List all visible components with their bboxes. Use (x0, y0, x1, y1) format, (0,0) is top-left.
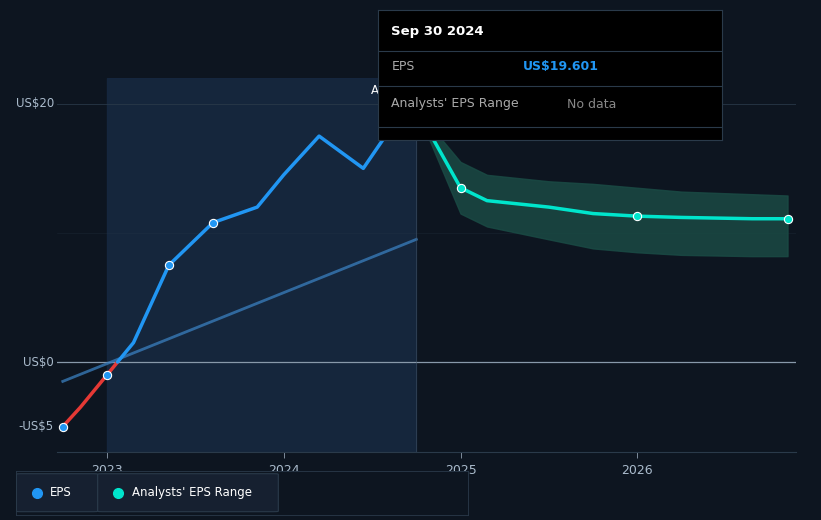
Bar (107, 78, 416, 452)
Text: US$19.601: US$19.601 (522, 60, 599, 73)
Text: -US$5: -US$5 (19, 420, 54, 433)
Text: Analysts' EPS Range: Analysts' EPS Range (131, 486, 251, 499)
Text: Analysts Forecasts: Analysts Forecasts (425, 84, 535, 97)
Point (163, 261, 176, 269)
Text: EPS: EPS (392, 60, 415, 73)
FancyBboxPatch shape (98, 474, 278, 512)
Point (206, 218, 219, 227)
Point (410, 105, 423, 113)
Text: Sep 30 2024: Sep 30 2024 (392, 24, 484, 38)
Text: Analysts' EPS Range: Analysts' EPS Range (392, 98, 519, 110)
Text: US$20: US$20 (16, 97, 54, 110)
Text: EPS: EPS (50, 486, 72, 499)
Point (410, 105, 423, 113)
Point (781, 215, 794, 223)
Text: US$0: US$0 (23, 356, 54, 369)
Point (56, 422, 69, 431)
Text: Actual: Actual (370, 84, 407, 97)
Point (454, 184, 467, 192)
Point (100, 371, 113, 379)
Point (631, 212, 644, 220)
Text: No data: No data (567, 98, 617, 110)
FancyBboxPatch shape (16, 474, 98, 512)
